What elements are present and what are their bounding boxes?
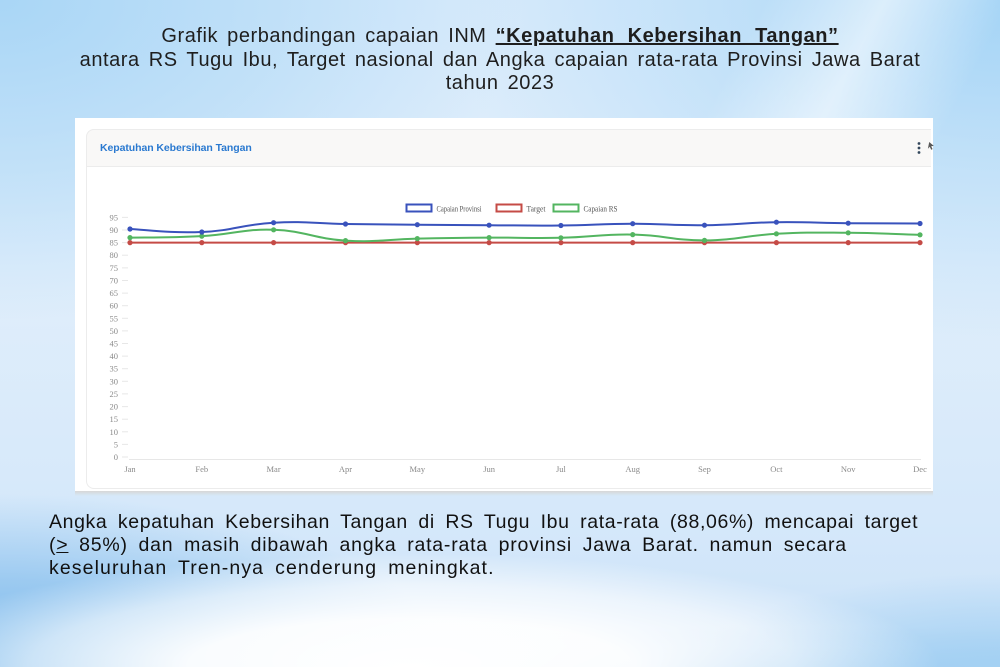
- svg-text:10: 10: [110, 427, 119, 437]
- svg-text:Nov: Nov: [841, 464, 856, 474]
- svg-text:15: 15: [110, 414, 119, 424]
- svg-text:35: 35: [110, 364, 119, 374]
- svg-text:95: 95: [110, 212, 119, 222]
- svg-text:70: 70: [110, 276, 119, 286]
- svg-text:Aug: Aug: [625, 464, 640, 474]
- svg-text:Oct: Oct: [770, 464, 783, 474]
- svg-text:Capaian Provinsi: Capaian Provinsi: [437, 204, 482, 214]
- svg-text:May: May: [410, 464, 426, 474]
- svg-text:0: 0: [114, 452, 118, 462]
- svg-text:30: 30: [110, 376, 119, 386]
- svg-text:40: 40: [110, 351, 119, 361]
- svg-text:60: 60: [110, 301, 119, 311]
- svg-text:80: 80: [110, 250, 119, 260]
- svg-text:25: 25: [110, 389, 119, 399]
- svg-text:55: 55: [110, 313, 119, 323]
- svg-text:Mar: Mar: [267, 464, 281, 474]
- svg-text:90: 90: [110, 225, 119, 235]
- svg-text:Target: Target: [527, 204, 547, 214]
- svg-text:65: 65: [110, 288, 119, 298]
- svg-text:45: 45: [110, 339, 119, 349]
- svg-text:50: 50: [110, 326, 119, 336]
- svg-text:Feb: Feb: [195, 464, 208, 474]
- svg-text:20: 20: [110, 402, 119, 412]
- svg-text:85: 85: [110, 238, 119, 248]
- svg-text:Apr: Apr: [339, 464, 352, 474]
- svg-text:75: 75: [110, 263, 119, 273]
- svg-text:Capaian RS: Capaian RS: [584, 204, 618, 214]
- svg-text:Jul: Jul: [556, 464, 567, 474]
- svg-text:Jan: Jan: [124, 464, 136, 474]
- svg-text:Sep: Sep: [698, 464, 711, 474]
- svg-text:Jun: Jun: [483, 464, 496, 474]
- svg-text:5: 5: [114, 439, 118, 449]
- svg-text:Dec: Dec: [913, 464, 927, 474]
